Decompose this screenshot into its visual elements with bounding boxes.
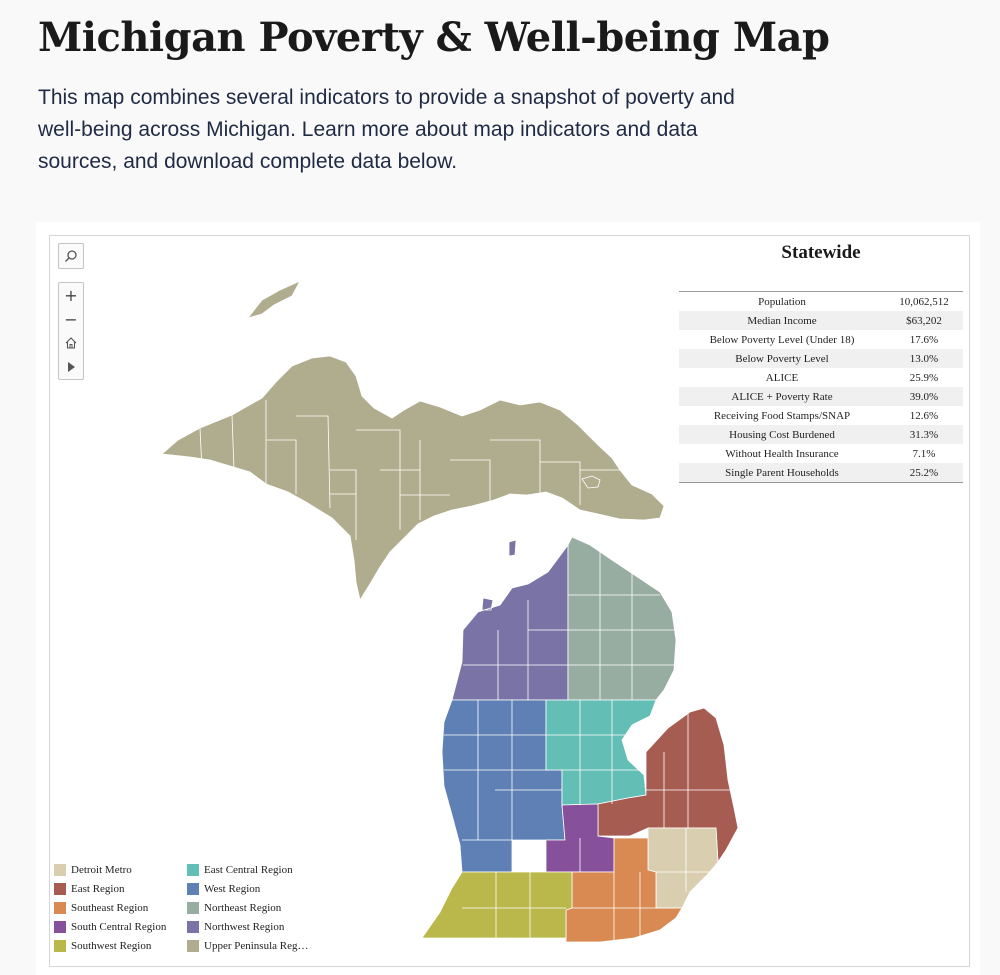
stats-row: Receiving Food Stamps/SNAP 12.6%: [679, 406, 963, 425]
legend-item[interactable]: Southeast Region: [54, 902, 148, 914]
intro-text: This map combines several indicators to …: [38, 86, 735, 173]
legend-label: Southeast Region: [71, 902, 149, 914]
legend-label: West Region: [204, 883, 261, 895]
legend-swatch: [187, 940, 199, 952]
legend-item[interactable]: East Central Region: [187, 864, 293, 876]
legend-label: Detroit Metro: [71, 864, 132, 876]
stats-row-value: 17.6%: [909, 333, 939, 346]
stats-row-label: Below Poverty Level: [679, 349, 885, 368]
stats-row-value: 39.0%: [885, 387, 963, 406]
legend-swatch: [187, 864, 199, 876]
legend-label: South Central Region: [71, 921, 167, 933]
legend-item[interactable]: East Region: [54, 883, 124, 895]
legend-item[interactable]: South Central Region: [54, 921, 166, 933]
detroit-metro-region: [647, 827, 719, 909]
legend-swatch: [54, 864, 66, 876]
legend-item[interactable]: Northeast Region: [187, 902, 281, 914]
legend-swatch: [187, 902, 199, 914]
legend-label: Southwest Region: [71, 940, 152, 952]
legend-swatch: [54, 883, 66, 895]
legend-swatch: [187, 883, 199, 895]
stats-row: Below Poverty Level 13.0%: [679, 349, 963, 368]
legend-swatch: [187, 921, 199, 933]
stats-row: Single Parent Households 25.2%: [679, 463, 963, 483]
stats-title: Statewide: [781, 242, 861, 263]
legend-item[interactable]: Northwest Region: [187, 921, 284, 933]
stats-row-label: ALICE + Poverty Rate: [679, 387, 885, 406]
legend-swatch: [54, 940, 66, 952]
legend-item[interactable]: Detroit Metro: [54, 864, 132, 876]
stats-row-value: 25.2%: [885, 463, 963, 483]
stats-row-label: Housing Cost Burdened: [679, 425, 885, 444]
stats-row-label: Population: [758, 295, 806, 308]
stats-row-label: Median Income: [679, 311, 885, 330]
legend-item[interactable]: Southwest Region: [54, 940, 151, 952]
home-icon: [65, 337, 77, 349]
search-icon: [65, 250, 77, 262]
stats-row-label: ALICE: [765, 371, 799, 384]
stats-row-label: Single Parent Households: [679, 463, 885, 483]
legend-label: Northeast Region: [204, 902, 282, 914]
stats-row: ALICE + Poverty Rate 39.0%: [679, 387, 963, 406]
legend-label: East Region: [71, 883, 125, 895]
stats-row-value: 13.0%: [885, 349, 963, 368]
stats-row: Without Health Insurance 7.1%: [679, 444, 963, 463]
legend-item[interactable]: West Region: [187, 883, 260, 895]
stats-row-value: 7.1%: [912, 447, 936, 460]
stats-row: Below Poverty Level (Under 18) 17.6%: [679, 330, 963, 349]
zoom-out-button[interactable]: −: [64, 309, 78, 329]
map-search-button[interactable]: [58, 243, 84, 269]
northeast-region: [567, 536, 677, 701]
michigan-map[interactable]: [49, 235, 968, 965]
stats-row-value: $63,202: [885, 311, 963, 330]
stats-row-value: 10,062,512: [899, 295, 949, 308]
stats-row: ALICE 25.9%: [679, 368, 963, 387]
stats-row-label: Receiving Food Stamps/SNAP: [713, 409, 851, 422]
stats-row: Population 10,062,512: [679, 292, 963, 312]
legend-swatch: [54, 902, 66, 914]
stats-row-label: Without Health Insurance: [725, 447, 839, 460]
northwest-region: [451, 539, 569, 701]
stats-row-value: 25.9%: [909, 371, 939, 384]
stats-row: Housing Cost Burdened 31.3%: [679, 425, 963, 444]
stats-table: Population 10,062,512 Median Income $63,202…: [679, 291, 963, 483]
zoom-in-button[interactable]: +: [64, 285, 78, 305]
map-zoom-controls: + −: [58, 282, 84, 380]
page-title: Michigan Poverty & Well-being Map: [38, 14, 830, 61]
east-central-region: [545, 699, 657, 806]
play-button[interactable]: [59, 355, 83, 379]
legend-swatch: [54, 921, 66, 933]
stats-row-value: 12.6%: [909, 409, 939, 422]
stats-row: Median Income $63,202: [679, 311, 963, 330]
legend-label: East Central Region: [204, 864, 293, 876]
stats-row-label: Below Poverty Level (Under 18): [709, 333, 855, 346]
upper-peninsula-region[interactable]: [161, 280, 665, 602]
home-button[interactable]: [59, 331, 83, 355]
legend-label: Northwest Region: [204, 921, 285, 933]
legend-item[interactable]: Upper Peninsula Reg…: [187, 940, 308, 952]
legend-label: Upper Peninsula Reg…: [204, 940, 309, 952]
stats-row-value: 31.3%: [885, 425, 963, 444]
southwest-region: [421, 871, 573, 939]
play-icon: [68, 362, 75, 372]
